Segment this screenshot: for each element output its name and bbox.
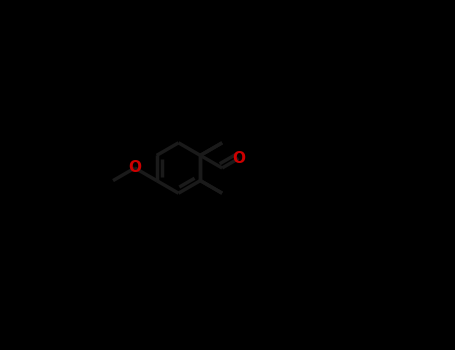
Text: O: O [232,151,245,166]
Text: O: O [128,161,142,175]
